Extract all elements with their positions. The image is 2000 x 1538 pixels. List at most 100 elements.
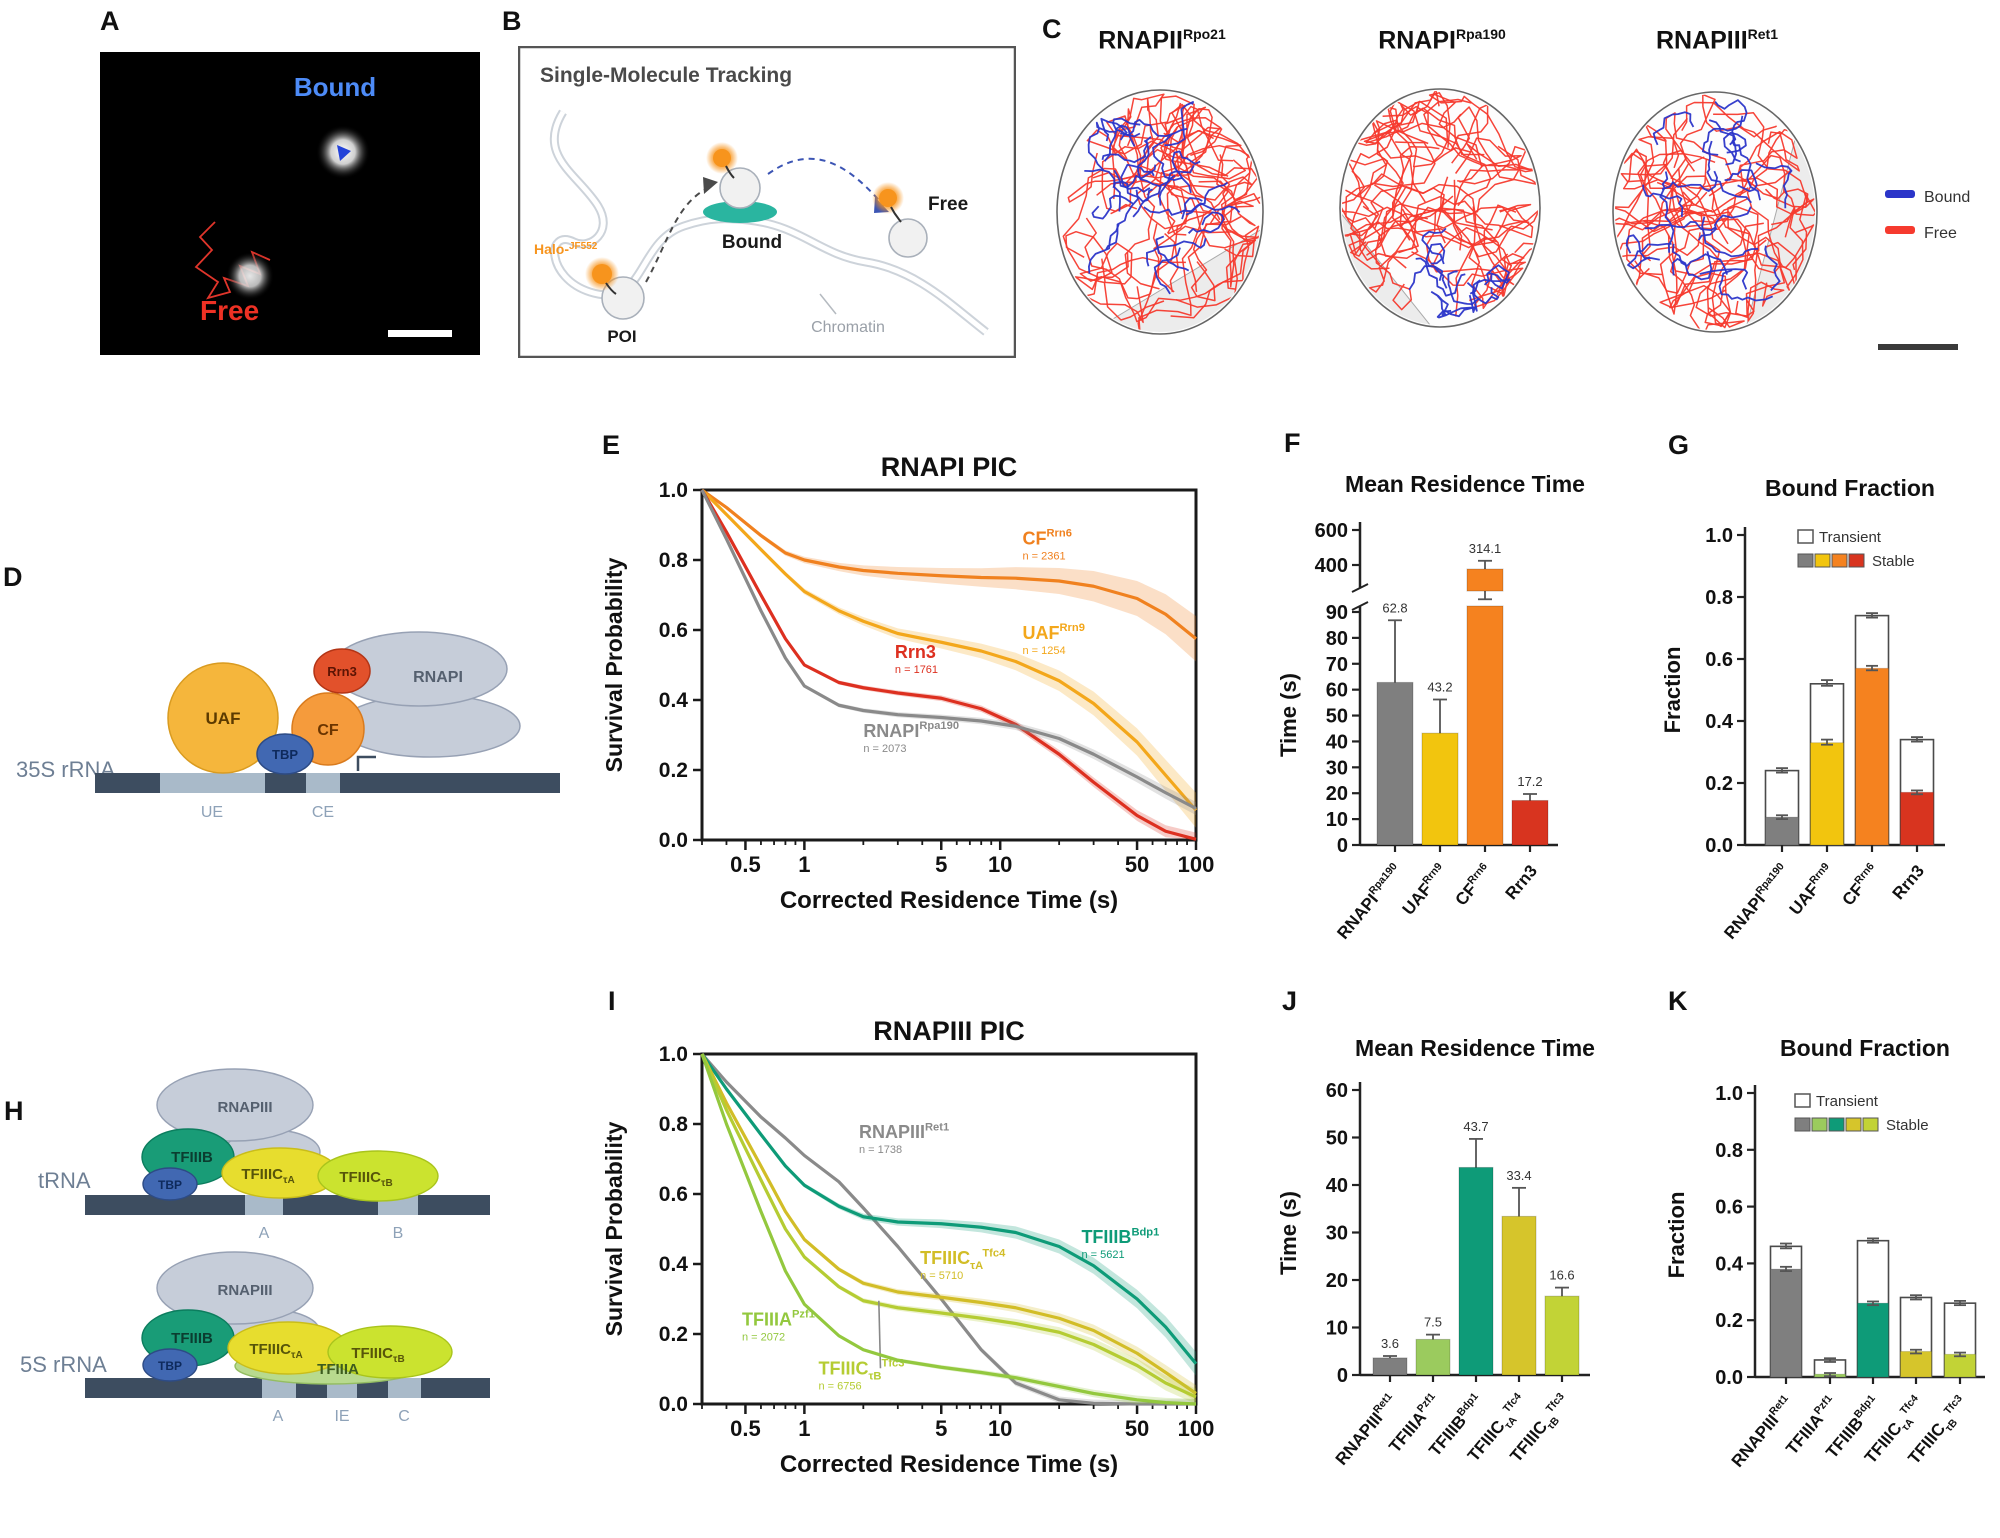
y-tick-label: 1.0 <box>1705 525 1733 547</box>
5s-a-box-label: A <box>273 1408 284 1425</box>
legend-transient-label: Transient <box>1819 529 1882 546</box>
y-tick-label: 0.4 <box>1715 1253 1744 1275</box>
bound-track <box>1723 131 1747 163</box>
poi-dye-linker <box>605 282 617 295</box>
nucleus-title-rnapiii: RNAPIIIRet1 <box>1655 26 1779 55</box>
survival-curve-UAF <box>700 488 1198 812</box>
y-tick-label: 0.4 <box>659 689 689 712</box>
tfiiib-label: TFIIIB <box>171 1330 213 1347</box>
curve-label-UAF: UAFRrn9 <box>1023 622 1085 643</box>
legend-bound-label: Bound <box>1924 189 1970 206</box>
survival-curve-RNAPI <box>700 489 1197 810</box>
bound-site-pad <box>703 201 777 223</box>
x-tick-label: 50 <box>1125 1416 1149 1441</box>
survival-curve-Rrn3 <box>700 489 1197 841</box>
free-track <box>1342 206 1538 246</box>
panel-h-rnapiii-pic-diagram: tRNA A B RNAPIII TFIIIB TFIIICτA TFIIICτ… <box>20 1068 490 1425</box>
legend-stable-label: Stable <box>1886 1117 1929 1134</box>
survival-curve-RNAPIII <box>700 1052 1196 1406</box>
rrn3-blob <box>313 648 371 694</box>
bar-RNAPIII <box>1372 1357 1408 1376</box>
panel-k-letter: K <box>1668 986 1688 1016</box>
free-track <box>1643 187 1749 315</box>
bar-stable-Rrn3 <box>1900 791 1934 846</box>
tbp-label: TBP <box>272 747 298 762</box>
bound-track <box>1447 270 1479 306</box>
legend-free-swatch <box>1885 226 1915 234</box>
rnapiii-body <box>156 1068 314 1142</box>
bound-track <box>1181 181 1229 220</box>
y-tick-label: 30 <box>1326 757 1348 779</box>
free-track <box>1388 100 1492 207</box>
bound-track <box>1088 223 1120 274</box>
chart-title: Mean Residence Time <box>1345 471 1585 497</box>
rnapiii-pic-survival-chart: RNAPIII PIC 1.0 0.8 0.6 0.4 0.2 0.0 0.5 1 5 10 50 10… <box>601 1016 1214 1478</box>
confidence-band-RNAPI <box>702 490 1196 816</box>
y-tick-label: 50 <box>1326 1128 1348 1150</box>
free-track <box>1451 106 1538 186</box>
tfiiic-tauA-label: TFIIICτA <box>241 1166 294 1186</box>
gene-5s-label: 5S rRNA <box>20 1352 107 1377</box>
tfiiic-tauB-label: TFIIICτB <box>351 1345 404 1365</box>
tss-arrow-icon <box>356 755 376 771</box>
rnapiii-residence-time-chart: Mean Residence Time Time (s) 60 50 40 30 20 10 0… <box>1280 1035 1595 1469</box>
rnapi-bound-fraction-chart: Bound Fraction Fraction 1.0 0.8 0.6 0.4 0.2 0.0… <box>1660 475 1945 943</box>
panel-c-track-maps: Bound Free <box>1056 88 1970 350</box>
bound-track <box>1421 227 1447 265</box>
plot-frame <box>700 1052 1198 1406</box>
binding-path-arrow <box>645 187 709 283</box>
y-tick-label: 0.2 <box>659 1323 688 1346</box>
free-track <box>1382 103 1489 160</box>
free-track <box>1065 230 1165 321</box>
bound-track <box>1702 115 1744 156</box>
bar-TFIIIC <box>1544 1295 1580 1376</box>
y-tick-label: 40 <box>1326 1175 1348 1197</box>
bound-track <box>1152 133 1183 182</box>
bar-RNAPI <box>1376 681 1414 846</box>
curve-n-label: n = 1738 <box>859 1144 902 1156</box>
bar-value-label: 62.8 <box>1382 600 1407 615</box>
curve-n-label: n = 5621 <box>1081 1249 1124 1261</box>
y-tick-label: 400 <box>1315 555 1348 577</box>
label-pointer-line <box>878 1300 882 1369</box>
ue-label: UE <box>201 804 223 821</box>
legend-transient-swatch <box>1794 1093 1811 1108</box>
category-label: CFRrn6 <box>1451 861 1497 910</box>
y-tick-label: 1.0 <box>659 1043 688 1066</box>
plot-frame <box>700 488 1198 842</box>
legend-transient-swatch <box>1797 529 1814 544</box>
trna-a-box-label: A <box>259 1225 270 1242</box>
cf-label: CF <box>317 722 339 739</box>
bar-UAF <box>1421 732 1459 846</box>
y-tick-label: 20 <box>1326 783 1348 805</box>
survival-curve-TFIIIB <box>700 1053 1198 1365</box>
free-track <box>1170 225 1260 319</box>
bar-TFIIIB <box>1458 1166 1494 1376</box>
y-tick-label: 0.6 <box>1705 649 1733 671</box>
x-tick-label: 1 <box>798 852 810 877</box>
bound-track <box>1105 189 1139 250</box>
curve-n-label: n = 1254 <box>1023 645 1066 657</box>
bound-track <box>1671 251 1713 281</box>
chart-title: RNAPI PIC <box>881 452 1018 482</box>
5s-c-box <box>388 1378 421 1398</box>
bound-track <box>1724 169 1758 193</box>
panel-b-title: Single-Molecule Tracking <box>540 64 792 87</box>
free-track <box>1368 206 1463 293</box>
curve-n-label: n = 5710 <box>920 1270 963 1282</box>
bar-stable-RNAPI <box>1765 816 1799 846</box>
nucleus-tracks <box>1062 93 1261 332</box>
free-track <box>1378 147 1471 260</box>
bound-track-icon <box>337 145 351 161</box>
curve-label-TFIIIC: TFIIICτATfc4 <box>920 1247 1006 1272</box>
free-track <box>1399 199 1530 258</box>
x-tick-label: 10 <box>988 852 1012 877</box>
bound-track <box>1120 118 1188 137</box>
legend-stable-swatch <box>1848 553 1865 568</box>
tfiiia-label: TFIIIA <box>317 1361 359 1378</box>
free-track <box>1160 105 1234 177</box>
free-track <box>1345 157 1404 270</box>
bound-track <box>1091 194 1134 220</box>
y-tick-label: 20 <box>1326 1270 1348 1292</box>
bound-track <box>1155 235 1190 272</box>
